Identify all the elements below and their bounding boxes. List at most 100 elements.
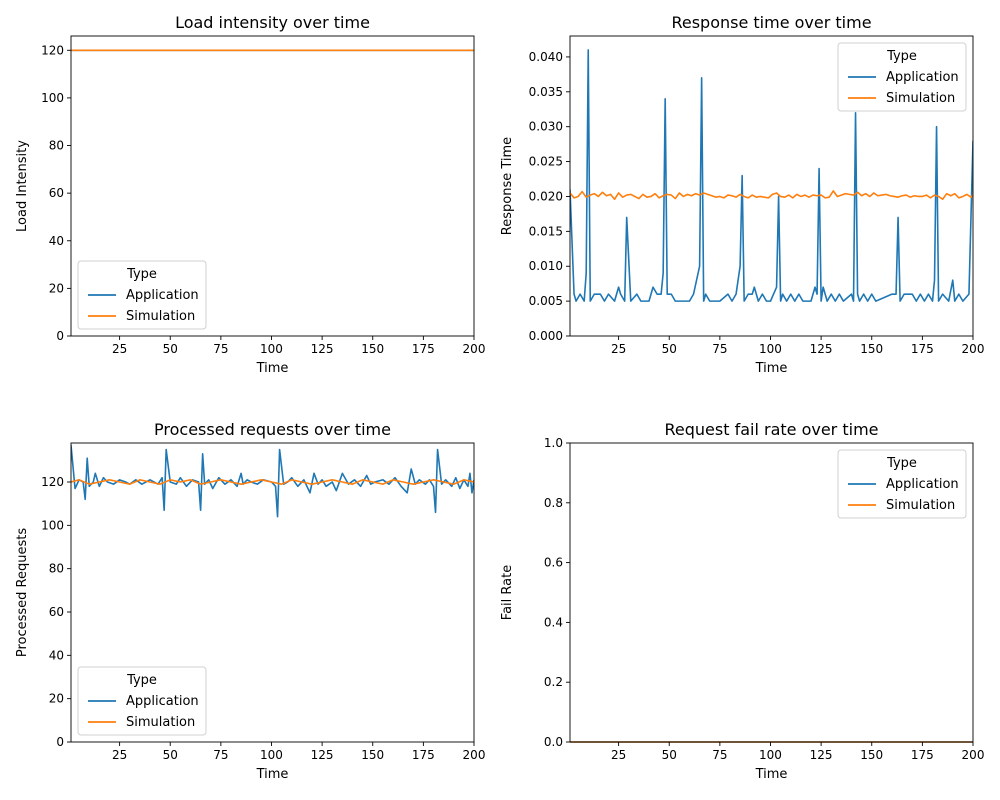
y-axis-label: Fail Rate xyxy=(500,565,515,620)
x-tick-label: 75 xyxy=(712,748,727,762)
legend-title: Type xyxy=(886,456,917,471)
x-tick-label: 175 xyxy=(412,342,435,356)
legend-entry-application: Application xyxy=(126,694,199,709)
y-tick-label: 40 xyxy=(49,234,64,248)
y-tick-label: 120 xyxy=(41,43,64,57)
legend-entry-application: Application xyxy=(886,477,959,492)
y-tick-label: 0.0 xyxy=(544,735,563,749)
x-tick-label: 25 xyxy=(611,342,626,356)
x-tick-label: 175 xyxy=(911,342,934,356)
plot-frame xyxy=(569,442,974,743)
legend-box xyxy=(77,260,207,330)
y-tick-label: 0.035 xyxy=(529,85,563,99)
y-tick-label: 60 xyxy=(49,605,64,619)
y-tick-label: 0.010 xyxy=(529,259,563,273)
series-line-simulation xyxy=(71,479,474,485)
x-tick-label: 175 xyxy=(911,748,934,762)
x-tick-label: 75 xyxy=(712,342,727,356)
chart-panel-2: Response time over time 25 50 75 100 125 150 17… xyxy=(500,13,984,376)
y-tick-label: 100 xyxy=(41,91,64,105)
x-axis-label: Time xyxy=(256,361,289,376)
x-tick-label: 125 xyxy=(810,748,833,762)
y-tick-label: 0.030 xyxy=(529,120,563,134)
x-tick-label: 150 xyxy=(361,748,384,762)
series-line-simulation xyxy=(570,190,973,201)
x-tick-label: 100 xyxy=(759,748,782,762)
legend-entry-application: Application xyxy=(886,70,959,85)
legend-entry-simulation: Simulation xyxy=(886,91,955,106)
y-tick-label: 0.020 xyxy=(529,189,563,203)
x-tick-label: 100 xyxy=(260,342,283,356)
x-tick-label: 150 xyxy=(860,342,883,356)
x-axis-label: Time xyxy=(755,361,788,376)
x-axis-label: Time xyxy=(755,767,788,782)
x-tick-label: 50 xyxy=(662,342,677,356)
legend-entry-application: Application xyxy=(126,288,199,303)
y-tick-label: 0.6 xyxy=(544,556,563,570)
x-tick-label: 100 xyxy=(759,342,782,356)
x-tick-label: 200 xyxy=(463,342,486,356)
y-tick-label: 100 xyxy=(41,518,64,532)
x-tick-label: 25 xyxy=(112,342,127,356)
x-tick-label: 175 xyxy=(412,748,435,762)
x-tick-label: 75 xyxy=(213,748,228,762)
x-tick-label: 150 xyxy=(860,748,883,762)
y-tick-label: 0.025 xyxy=(529,155,563,169)
chart-panel-1: Load intensity over time 25 50 75 100 125 150 1… xyxy=(15,13,485,376)
y-tick-label: 120 xyxy=(41,475,64,489)
y-axis-label: Response Time xyxy=(500,137,515,235)
plot-frame xyxy=(70,442,475,743)
x-tick-label: 50 xyxy=(163,748,178,762)
y-tick-label: 80 xyxy=(49,139,64,153)
y-tick-label: 0.000 xyxy=(529,329,563,343)
x-tick-label: 25 xyxy=(112,748,127,762)
legend: Type Application Simulation xyxy=(837,42,967,112)
legend-title: Type xyxy=(126,267,157,282)
y-tick-label: 40 xyxy=(49,648,64,662)
y-tick-label: 60 xyxy=(49,186,64,200)
x-tick-label: 125 xyxy=(311,748,334,762)
x-tick-label: 200 xyxy=(962,748,985,762)
x-tick-label: 125 xyxy=(311,342,334,356)
legend-title: Type xyxy=(126,673,157,688)
x-tick-label: 200 xyxy=(962,342,985,356)
x-tick-label: 75 xyxy=(213,342,228,356)
chart-title: Load intensity over time xyxy=(175,13,370,32)
legend: Type Application Simulation xyxy=(77,666,207,736)
x-tick-label: 200 xyxy=(463,748,486,762)
chart-title: Request fail rate over time xyxy=(665,420,879,439)
chart-title: Response time over time xyxy=(671,13,871,32)
legend-box xyxy=(77,666,207,736)
y-tick-label: 0.040 xyxy=(529,50,563,64)
x-tick-label: 125 xyxy=(810,342,833,356)
series-line-application xyxy=(71,445,474,518)
plot-frame xyxy=(70,35,475,337)
y-tick-label: 0.005 xyxy=(529,294,563,308)
legend-entry-simulation: Simulation xyxy=(126,715,195,730)
legend-entry-simulation: Simulation xyxy=(126,309,195,324)
y-tick-label: 0 xyxy=(56,735,64,749)
legend-entry-simulation: Simulation xyxy=(886,498,955,513)
legend-box xyxy=(837,42,967,112)
x-tick-label: 50 xyxy=(163,342,178,356)
legend: Type Application Simulation xyxy=(77,260,207,330)
y-axis-label: Load Intensity xyxy=(15,140,30,232)
y-tick-label: 0.015 xyxy=(529,224,563,238)
x-axis-label: Time xyxy=(256,767,289,782)
y-axis-label: Processed Requests xyxy=(15,528,30,658)
y-tick-label: 1.0 xyxy=(544,436,563,450)
chart-title: Processed requests over time xyxy=(154,420,391,439)
x-tick-label: 150 xyxy=(361,342,384,356)
y-tick-label: 20 xyxy=(49,281,64,295)
legend: Type Application Simulation xyxy=(837,449,967,519)
y-tick-label: 0 xyxy=(56,329,64,343)
y-tick-label: 80 xyxy=(49,562,64,576)
y-tick-label: 0.8 xyxy=(544,496,563,510)
plot-frame xyxy=(569,35,974,337)
x-tick-label: 100 xyxy=(260,748,283,762)
y-tick-label: 20 xyxy=(49,692,64,706)
legend-title: Type xyxy=(886,49,917,64)
y-tick-label: 0.2 xyxy=(544,675,563,689)
x-tick-label: 50 xyxy=(662,748,677,762)
